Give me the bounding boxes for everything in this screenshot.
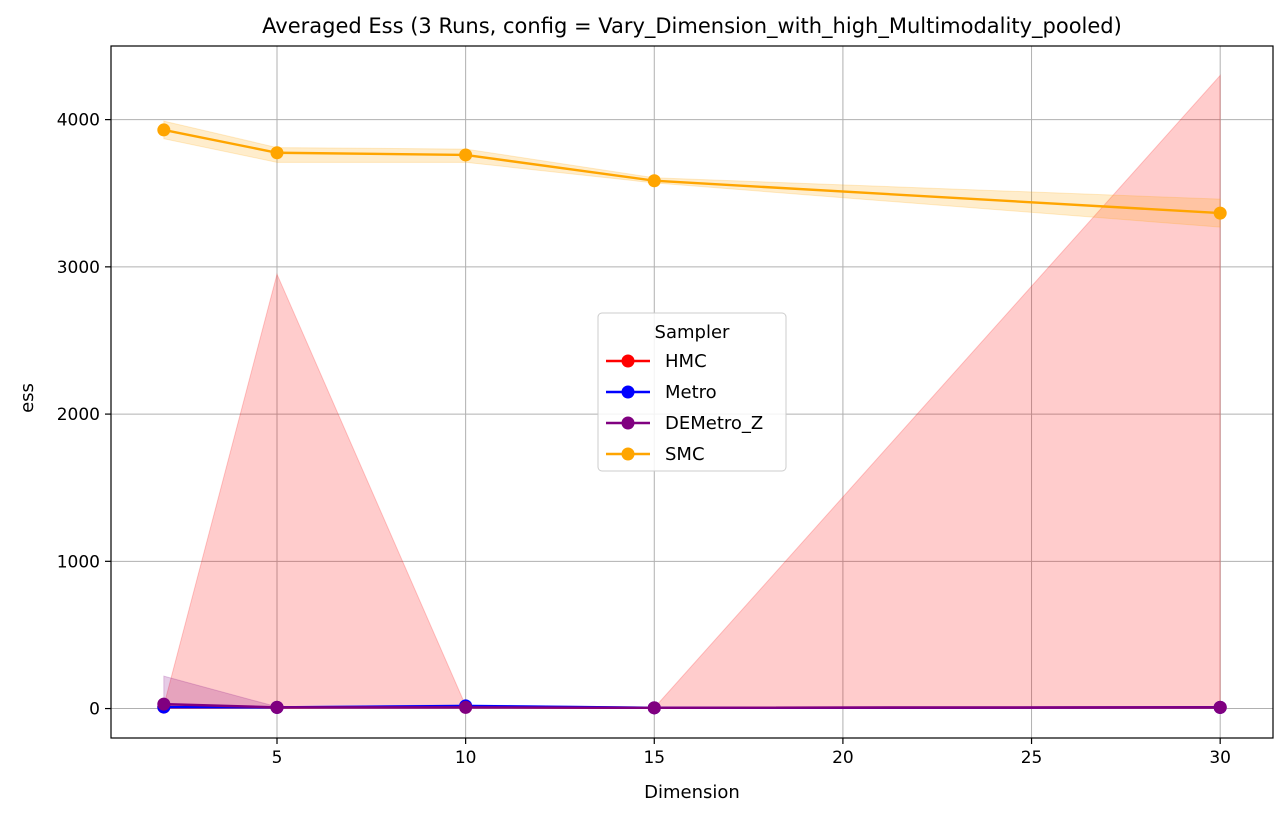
plot-frame (110, 45, 1274, 739)
chart-title: Averaged Ess (3 Runs, config = Vary_Dime… (262, 14, 1122, 39)
legend-label: SMC (665, 444, 705, 465)
point-smc (157, 123, 171, 137)
point-smc (459, 148, 473, 162)
point-demetro-z (157, 697, 171, 711)
axis-layer: 5 10 15 20 25 30 0 1000 2000 3000 4000 (57, 45, 1274, 768)
y-axis-label: ess (17, 383, 38, 413)
legend-marker (621, 447, 635, 461)
x-tick-label: 30 (1209, 748, 1231, 768)
legend-item-hmc: HMC (606, 351, 707, 372)
x-tick-label: 25 (1021, 748, 1043, 768)
legend-items: HMC Metro DEMetro_Z SMC (606, 351, 763, 465)
point-demetro-z (647, 701, 661, 715)
y-tick-label: 1000 (57, 552, 100, 572)
point-smc (647, 174, 661, 188)
legend-label: HMC (665, 351, 707, 372)
y-tick-label: 4000 (57, 111, 100, 131)
legend-title: Sampler (655, 322, 730, 343)
x-tick-label: 10 (455, 748, 477, 768)
legend-marker (621, 416, 635, 430)
point-smc (270, 146, 284, 160)
point-demetro-z (459, 700, 473, 714)
point-smc (1213, 206, 1227, 220)
legend-label: Metro (665, 382, 717, 403)
line-layer (157, 123, 1227, 715)
x-tick-label: 5 (272, 748, 283, 768)
y-tick-label: 0 (89, 700, 100, 720)
x-axis-label: Dimension (644, 782, 740, 803)
legend-label: DEMetro_Z (665, 413, 763, 434)
legend-box (597, 312, 787, 472)
point-demetro-z (1213, 700, 1227, 714)
x-tick-label: 15 (643, 748, 665, 768)
legend-item-smc: SMC (606, 444, 705, 465)
point-demetro-z (270, 700, 284, 714)
legend-marker (621, 385, 635, 399)
y-tick-label: 2000 (57, 405, 100, 425)
band-smc (163, 120, 1221, 228)
legend-marker (621, 354, 635, 368)
legend: Sampler HMC Metro DEMetro_Z SMC (597, 312, 787, 472)
x-tick-label: 20 (832, 748, 854, 768)
legend-item-metro: Metro (606, 382, 717, 403)
legend-item-demetro-z: DEMetro_Z (606, 413, 763, 434)
y-tick-label: 3000 (57, 258, 100, 278)
